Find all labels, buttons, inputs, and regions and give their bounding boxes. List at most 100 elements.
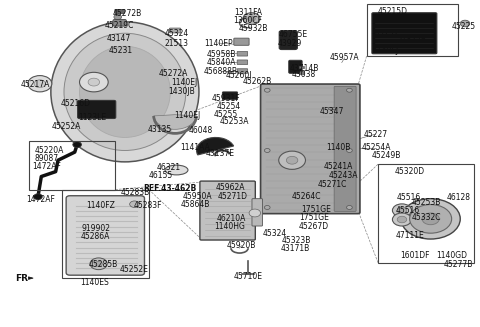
Text: 45332C: 45332C <box>412 213 442 222</box>
Text: 1601DF: 1601DF <box>401 251 430 260</box>
Text: 45516: 45516 <box>396 206 420 215</box>
Text: FR: FR <box>15 274 28 283</box>
Circle shape <box>264 88 270 92</box>
Text: 45243A: 45243A <box>329 171 359 181</box>
Text: 46321: 46321 <box>157 163 181 172</box>
Circle shape <box>34 194 42 200</box>
Text: 1123LE: 1123LE <box>78 113 107 122</box>
FancyBboxPatch shape <box>78 100 116 119</box>
Circle shape <box>397 216 407 223</box>
FancyBboxPatch shape <box>289 60 302 73</box>
Text: 45347: 45347 <box>320 107 345 116</box>
Text: 45962A: 45962A <box>215 183 245 192</box>
FancyBboxPatch shape <box>279 31 297 49</box>
Text: 45241A: 45241A <box>323 162 353 171</box>
Text: 45271D: 45271D <box>218 192 248 201</box>
FancyBboxPatch shape <box>115 9 124 13</box>
Circle shape <box>422 213 439 225</box>
Circle shape <box>95 261 102 267</box>
Circle shape <box>279 151 305 169</box>
Text: 1140EP: 1140EP <box>204 39 232 47</box>
Text: 45252A: 45252A <box>52 122 81 130</box>
Text: 43929: 43929 <box>278 39 302 48</box>
Text: 89087: 89087 <box>35 154 59 163</box>
Polygon shape <box>28 277 33 279</box>
Circle shape <box>264 205 270 209</box>
Text: 1140EJ: 1140EJ <box>171 77 198 87</box>
Text: 45710E: 45710E <box>234 272 263 281</box>
Text: 45220A: 45220A <box>35 146 64 155</box>
Text: 1311FA: 1311FA <box>234 8 262 17</box>
Text: 45277B: 45277B <box>444 260 473 269</box>
Ellipse shape <box>51 22 199 162</box>
Text: 1140GD: 1140GD <box>436 251 467 260</box>
Text: 45957A: 45957A <box>330 53 360 62</box>
Circle shape <box>34 80 46 88</box>
Text: 1140EJ: 1140EJ <box>372 46 399 55</box>
Circle shape <box>347 88 352 92</box>
Circle shape <box>401 199 460 239</box>
Text: 43171B: 43171B <box>280 244 310 253</box>
Text: 43135: 43135 <box>147 125 171 134</box>
Ellipse shape <box>165 165 188 175</box>
Text: 45272B: 45272B <box>113 9 142 18</box>
Text: 43714B: 43714B <box>289 63 319 73</box>
Circle shape <box>264 148 270 152</box>
Text: REF.43-462B: REF.43-462B <box>143 184 196 193</box>
Text: 43147: 43147 <box>107 34 132 43</box>
Wedge shape <box>196 137 234 155</box>
Text: 45254A: 45254A <box>361 143 391 152</box>
Text: 45262B: 45262B <box>243 77 272 86</box>
Text: 45840A: 45840A <box>207 58 236 67</box>
Text: 45285B: 45285B <box>88 260 118 269</box>
Text: 1751GE: 1751GE <box>301 205 331 214</box>
Text: 1140EJ: 1140EJ <box>174 112 200 120</box>
FancyBboxPatch shape <box>237 69 248 73</box>
Circle shape <box>393 204 411 217</box>
Circle shape <box>347 205 352 209</box>
Text: 45225: 45225 <box>452 22 476 31</box>
FancyBboxPatch shape <box>237 51 248 56</box>
Text: 45253A: 45253A <box>220 117 250 126</box>
Text: 1141AA: 1141AA <box>180 143 211 152</box>
FancyBboxPatch shape <box>334 86 356 211</box>
FancyBboxPatch shape <box>66 196 144 275</box>
Text: 45323B: 45323B <box>281 236 311 246</box>
Circle shape <box>114 14 121 20</box>
FancyBboxPatch shape <box>252 199 263 226</box>
Bar <box>62 190 149 278</box>
Text: 46210A: 46210A <box>216 214 246 223</box>
Text: 46048: 46048 <box>188 127 213 135</box>
Circle shape <box>248 16 255 21</box>
Text: 45324: 45324 <box>263 229 287 238</box>
Text: 45217A: 45217A <box>21 80 50 89</box>
Text: 45320D: 45320D <box>395 167 425 177</box>
Text: 45286A: 45286A <box>81 232 110 241</box>
FancyBboxPatch shape <box>372 13 437 54</box>
FancyBboxPatch shape <box>261 84 360 214</box>
Bar <box>328 108 335 110</box>
Text: 1140B: 1140B <box>326 143 350 152</box>
Text: 21825B: 21825B <box>397 35 426 44</box>
FancyBboxPatch shape <box>237 60 248 64</box>
Text: 45253B: 45253B <box>412 198 442 207</box>
Wedge shape <box>154 115 196 129</box>
Text: 45231: 45231 <box>109 46 133 55</box>
Text: 45950A: 45950A <box>183 192 212 201</box>
Text: 45264C: 45264C <box>292 192 321 200</box>
Text: 45932B: 45932B <box>238 24 268 33</box>
Text: 45324: 45324 <box>164 29 189 38</box>
FancyBboxPatch shape <box>234 38 249 45</box>
Text: 45864B: 45864B <box>181 200 210 209</box>
Circle shape <box>243 13 260 25</box>
Text: 45267D: 45267D <box>299 221 329 231</box>
Ellipse shape <box>80 46 170 137</box>
Text: 43038: 43038 <box>292 70 316 79</box>
Text: 46128: 46128 <box>446 193 470 202</box>
FancyBboxPatch shape <box>113 20 126 26</box>
Text: 47111E: 47111E <box>395 231 424 240</box>
Text: 1140HG: 1140HG <box>215 221 245 231</box>
Text: 45254: 45254 <box>216 102 240 112</box>
Circle shape <box>90 258 107 270</box>
FancyBboxPatch shape <box>200 181 255 240</box>
